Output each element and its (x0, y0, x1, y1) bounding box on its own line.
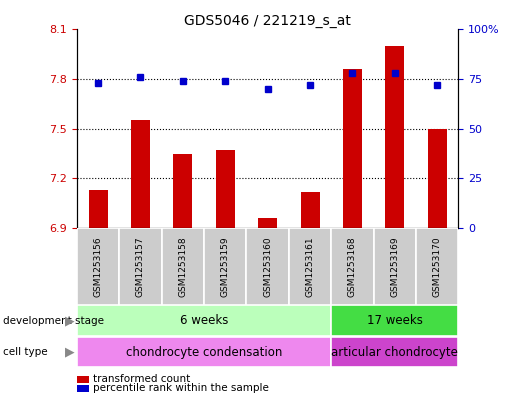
Bar (331, 228, 374, 305)
Bar (385, 46, 404, 228)
Bar (343, 69, 362, 228)
Text: GSM1253168: GSM1253168 (348, 236, 357, 297)
Bar (416, 228, 458, 305)
Text: GSM1253169: GSM1253169 (391, 236, 399, 297)
Bar (119, 228, 162, 305)
Bar (131, 120, 150, 228)
Bar (374, 228, 416, 305)
Text: ▶: ▶ (65, 345, 74, 359)
Text: articular chondrocyte: articular chondrocyte (331, 345, 458, 359)
Text: GSM1253158: GSM1253158 (179, 236, 187, 297)
Text: GSM1253157: GSM1253157 (136, 236, 145, 297)
Bar (246, 228, 289, 305)
Text: cell type: cell type (3, 347, 47, 357)
Text: percentile rank within the sample: percentile rank within the sample (93, 383, 269, 393)
Text: ▶: ▶ (65, 314, 74, 327)
Bar (162, 228, 204, 305)
Title: GDS5046 / 221219_s_at: GDS5046 / 221219_s_at (184, 15, 351, 28)
Text: GSM1253161: GSM1253161 (306, 236, 314, 297)
Text: 17 weeks: 17 weeks (367, 314, 423, 327)
Bar (77, 305, 331, 336)
Text: 6 weeks: 6 weeks (180, 314, 228, 327)
Bar (428, 129, 447, 228)
Text: GSM1253170: GSM1253170 (433, 236, 441, 297)
Bar (173, 154, 192, 228)
Bar (89, 190, 108, 228)
Bar (77, 337, 331, 367)
Text: GSM1253156: GSM1253156 (94, 236, 102, 297)
Bar (77, 228, 119, 305)
Bar (289, 228, 331, 305)
Text: GSM1253160: GSM1253160 (263, 236, 272, 297)
Bar (331, 337, 458, 367)
Bar (204, 228, 246, 305)
Bar (216, 150, 235, 228)
Text: development stage: development stage (3, 316, 104, 326)
Bar (258, 218, 277, 228)
Text: chondrocyte condensation: chondrocyte condensation (126, 345, 282, 359)
Text: transformed count: transformed count (93, 374, 190, 384)
Bar (301, 191, 320, 228)
Text: GSM1253159: GSM1253159 (221, 236, 229, 297)
Bar (331, 305, 458, 336)
